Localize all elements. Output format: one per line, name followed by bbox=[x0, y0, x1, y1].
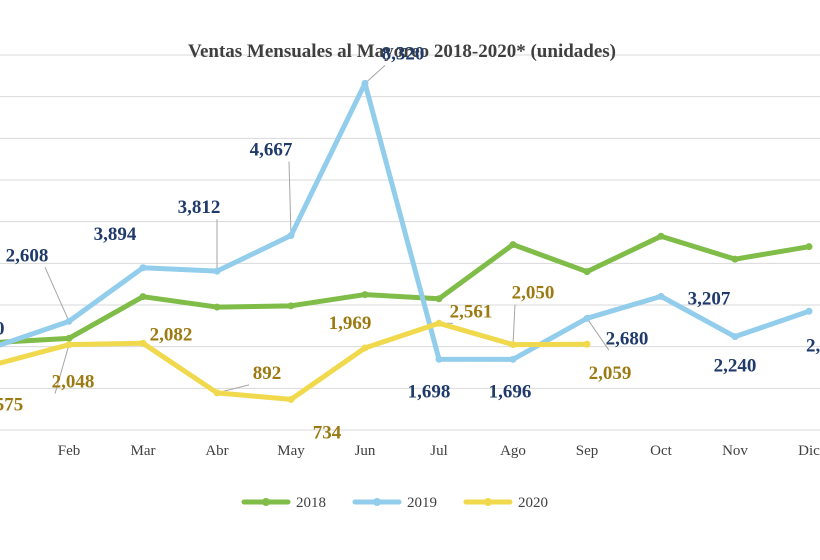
series-2019-point bbox=[657, 292, 665, 300]
x-tick-label: Jul bbox=[430, 443, 448, 459]
x-tick-label: Abr bbox=[205, 443, 228, 459]
data-label-2019: 2,608 bbox=[6, 245, 49, 266]
x-tick-label: Sep bbox=[576, 443, 599, 459]
series-2020-point bbox=[139, 339, 147, 347]
leader-line bbox=[288, 161, 292, 236]
legend-marker bbox=[484, 498, 492, 506]
data-label-2019: 3,812 bbox=[178, 197, 221, 218]
series-2018-point bbox=[731, 255, 739, 263]
legend-label: 2019 bbox=[407, 495, 437, 511]
series-2018-point bbox=[139, 293, 147, 301]
data-label-2020: 1,969 bbox=[329, 313, 372, 334]
series-2019-point bbox=[287, 232, 295, 240]
series-2018-point bbox=[657, 232, 665, 240]
data-label-2019: 2,680 bbox=[606, 328, 649, 349]
leader-line bbox=[44, 267, 70, 322]
series-2018-point bbox=[509, 241, 517, 249]
x-axis-ticks: eFebMarAbrMayJunJulAgoSepOctNovDic bbox=[58, 443, 820, 459]
data-label-2020: 2,082 bbox=[150, 324, 193, 345]
series-2018-point bbox=[361, 291, 369, 299]
series-2019-point bbox=[213, 267, 221, 275]
data-label-2019: 1,696 bbox=[489, 381, 532, 402]
legend-label: 2018 bbox=[296, 495, 326, 511]
data-label-2019: 2,240 bbox=[714, 356, 757, 377]
leader-line bbox=[586, 318, 610, 351]
series-2020-point bbox=[213, 389, 221, 397]
data-label-2020: ,575 bbox=[0, 394, 23, 415]
series-2020-point bbox=[65, 341, 73, 349]
data-label-2019: 2,8 bbox=[806, 335, 820, 356]
legend: 2018 2019 2020 bbox=[241, 495, 548, 511]
data-label-2019: 4,667 bbox=[250, 140, 293, 161]
data-label-2020: 2,561 bbox=[450, 301, 493, 322]
data-label-2019: 3,894 bbox=[94, 224, 137, 245]
series-2018-point bbox=[435, 295, 443, 303]
series-2019-point bbox=[583, 314, 591, 322]
data-label-2020: 2,048 bbox=[52, 372, 95, 393]
series-2018-point bbox=[287, 302, 295, 310]
x-tick-label: Dic bbox=[798, 443, 820, 459]
x-tick-label: May bbox=[277, 443, 305, 459]
series-2019-point bbox=[805, 307, 813, 315]
series-2018-line bbox=[0, 233, 812, 345]
leader-line bbox=[54, 344, 70, 394]
data-labels: 0 2,608 3,894 3,812 4,667 8,320 1,698 1,696 2,68… bbox=[0, 43, 820, 443]
series-2018-point bbox=[65, 334, 73, 342]
gridlines bbox=[0, 54, 820, 431]
legend-marker bbox=[373, 498, 381, 506]
series-2019-point bbox=[731, 333, 739, 341]
series-lines bbox=[0, 79, 813, 403]
data-label-2019: 1,698 bbox=[408, 381, 451, 402]
series-2019-point bbox=[139, 264, 147, 272]
series-2020-point bbox=[435, 319, 443, 327]
legend-item-2020: 2020 bbox=[463, 495, 548, 511]
x-tick-label: Ago bbox=[500, 443, 526, 459]
series-2018-point bbox=[213, 303, 221, 311]
x-tick-label: Mar bbox=[131, 443, 156, 459]
legend-label: 2020 bbox=[518, 495, 548, 511]
x-tick-label: Oct bbox=[650, 443, 672, 459]
data-label-2019: 3,207 bbox=[688, 288, 731, 309]
series-2019-point bbox=[361, 79, 369, 87]
data-label-2020: 2,050 bbox=[512, 283, 555, 304]
data-label-2019: 0 bbox=[0, 319, 5, 340]
legend-marker bbox=[262, 498, 270, 506]
series-2018-point bbox=[583, 268, 591, 276]
data-label-2020: 892 bbox=[253, 363, 282, 384]
series-2020-point bbox=[509, 341, 517, 349]
legend-item-2019: 2019 bbox=[352, 495, 437, 511]
series-2019-point bbox=[65, 317, 73, 325]
series-2019-line bbox=[0, 80, 812, 362]
series-2020-point bbox=[361, 344, 369, 352]
series-2019-point bbox=[509, 355, 517, 363]
series-2020-point bbox=[287, 395, 295, 403]
legend-item-2018: 2018 bbox=[241, 495, 326, 511]
leader-line bbox=[364, 64, 386, 84]
leader-line bbox=[512, 304, 516, 345]
x-tick-label: Feb bbox=[58, 443, 81, 459]
data-label-2020: 2,059 bbox=[589, 363, 632, 384]
x-tick-label: Nov bbox=[722, 443, 748, 459]
data-label-2020: 734 bbox=[313, 422, 342, 443]
series-2018-point bbox=[805, 243, 813, 251]
x-tick-label: Jun bbox=[355, 443, 376, 459]
series-2020-point bbox=[583, 340, 591, 348]
data-label-2019: 8,320 bbox=[382, 43, 425, 64]
chart-title: Ventas Mensuales al Mayoreo 2018-2020* (… bbox=[188, 41, 616, 62]
series-2019-point bbox=[435, 355, 443, 363]
